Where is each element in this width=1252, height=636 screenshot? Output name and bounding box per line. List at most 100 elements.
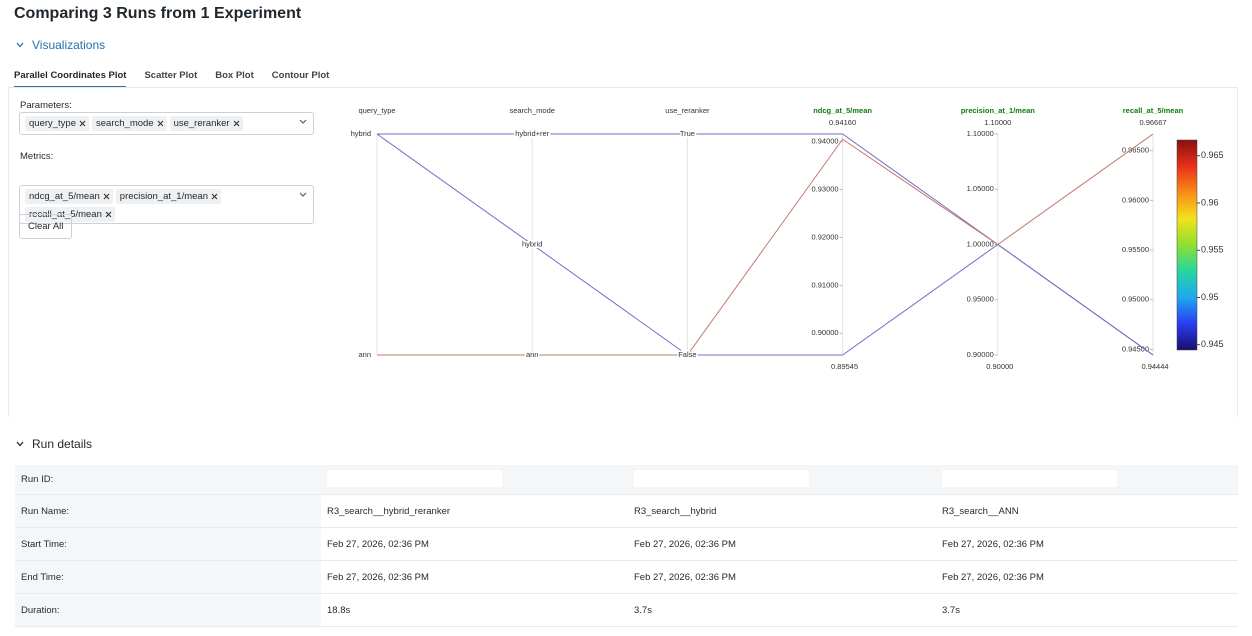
axis-range-min: 0.94444	[1141, 362, 1168, 371]
axis-title: ndcg_at_5/mean	[813, 106, 872, 115]
dropdown-caret	[299, 192, 307, 197]
cell: Feb 27, 2026, 02:36 PM	[936, 560, 1238, 594]
cell: 3.7s	[628, 593, 936, 627]
caret-stroke	[299, 119, 307, 124]
run-line	[376, 133, 1154, 356]
axis-tick-label: 0.94000	[811, 137, 838, 146]
visualization-panel	[8, 87, 1238, 417]
axis-tick-label: 0.92000	[811, 232, 838, 241]
selected-chip: query_type	[25, 116, 90, 131]
tab[interactable]: Box Plot	[215, 70, 254, 81]
axis-tick-label: 0.96500	[1122, 146, 1149, 155]
row-label: Start Time:	[15, 527, 321, 561]
cell	[628, 465, 936, 495]
caret-stroke	[299, 192, 307, 197]
clear-all-button[interactable]: Clear All	[19, 214, 73, 239]
axis-title: precision_at_1/mean	[961, 106, 1036, 115]
cell: Feb 27, 2026, 02:36 PM	[321, 527, 628, 561]
run-details-toggle[interactable]: Run details	[16, 437, 92, 451]
cell: R3_search__hybrid	[628, 494, 936, 528]
category-label: hybrid+rer	[515, 129, 549, 138]
remove-icon[interactable]	[157, 120, 164, 127]
cell: 18.8s	[321, 593, 628, 627]
axis-tick-label: 0.95000	[967, 295, 994, 304]
category-label: False	[678, 350, 696, 359]
axis-title: use_reranker	[665, 106, 710, 115]
colorbar	[1176, 139, 1198, 351]
axis-title: recall_at_5/mean	[1123, 106, 1184, 115]
tab[interactable]: Contour Plot	[271, 70, 330, 81]
axis-tick-label: 0.94500	[1122, 344, 1149, 353]
category-label: True	[680, 129, 695, 138]
axis-tick-label: 1.05000	[967, 184, 994, 193]
cell: Feb 27, 2026, 02:36 PM	[936, 527, 1238, 561]
chevron-icon	[16, 42, 24, 48]
axis-tick-label: 1.10000	[967, 129, 994, 138]
axis-tick-label: 0.95000	[1122, 295, 1149, 304]
chip-label: search_mode	[96, 118, 154, 129]
cell	[936, 465, 1238, 495]
axis-tick-label: 0.95500	[1122, 245, 1149, 254]
category-label: hybrid	[351, 129, 371, 138]
row-label: Run ID:	[15, 465, 321, 495]
chip-label: ndcg_at_5/mean	[29, 191, 100, 202]
cell: Feb 27, 2026, 02:36 PM	[321, 560, 628, 594]
remove-icon-stroke	[233, 120, 239, 127]
selected-chip: use_reranker	[169, 116, 243, 131]
chip-label: use_reranker	[173, 118, 230, 129]
section-title: Visualizations	[32, 38, 106, 52]
table-row: Duration: 18.8s 3.7s 3.7s	[15, 593, 1238, 627]
chip-label: query_type	[29, 118, 77, 129]
colorbar-tick-label: 0.96	[1201, 197, 1219, 207]
parallel-coordinates-plot: query_type search_mode use_reranker ndcg_at…	[349, 106, 1224, 371]
selected-chip: ndcg_at_5/mean	[25, 189, 113, 204]
remove-icon[interactable]	[79, 120, 86, 127]
axis-range-min: 0.90000	[986, 362, 1013, 371]
remove-icon-stroke	[79, 120, 86, 127]
parameters-select[interactable]: query_type search_mode use_reranker	[19, 112, 314, 135]
axis-tick-label: 0.90000	[811, 328, 838, 337]
axis-tick-label: 0.90000	[967, 350, 994, 359]
remove-icon-stroke	[211, 193, 218, 200]
remove-icon[interactable]	[103, 193, 110, 200]
remove-icon-stroke	[157, 120, 163, 127]
dropdown-caret	[299, 119, 307, 124]
tab[interactable]: Parallel Coordinates Plot	[14, 70, 127, 88]
tab[interactable]: Scatter Plot	[144, 70, 198, 81]
colorbar-tick-label: 0.945	[1201, 339, 1224, 349]
run-line	[377, 133, 1154, 356]
colorbar-tick-label: 0.95	[1201, 292, 1219, 302]
table-row: Run Name: R3_search__hybrid_reranker R3_se…	[15, 494, 1238, 528]
axis-range-max: 1.10000	[984, 118, 1011, 127]
colorbar-tick-label: 0.955	[1201, 245, 1224, 255]
section-title: Run details	[32, 437, 93, 451]
cell: R3_search__hybrid_reranker	[321, 494, 628, 528]
axis-tick-label: 0.93000	[811, 185, 838, 194]
category-label: hybrid	[522, 239, 542, 248]
redacted-id	[942, 469, 1117, 487]
row-label: End Time:	[15, 560, 321, 594]
cell: 3.7s	[936, 593, 1238, 627]
tab-bar: Parallel Coordinates Plot Scatter Plot Box…	[14, 70, 329, 88]
remove-icon-stroke	[103, 193, 110, 200]
axis-range-max: 0.94160	[829, 118, 856, 127]
cell	[321, 465, 628, 495]
axis-tick-label: 1.00000	[967, 239, 994, 248]
redacted-id	[327, 469, 502, 487]
remove-icon[interactable]	[233, 120, 240, 127]
visualizations-toggle[interactable]: Visualizations	[16, 38, 105, 52]
axis-range-max: 0.96667	[1139, 118, 1166, 127]
row-label: Run Name:	[15, 494, 321, 528]
remove-icon[interactable]	[105, 211, 112, 218]
selected-chip: precision_at_1/mean	[115, 189, 221, 204]
axis-tick-label: 0.91000	[811, 280, 838, 289]
run-details-table: Run ID: Run Name: R3_search__hybrid_rerank…	[15, 465, 1238, 627]
axis-range-min: 0.89545	[831, 362, 858, 371]
remove-icon[interactable]	[211, 193, 218, 200]
axis-tick-label: 0.96000	[1122, 195, 1149, 204]
cell: Feb 27, 2026, 02:36 PM	[628, 560, 936, 594]
page-title: Comparing 3 Runs from 1 Experiment	[14, 5, 302, 22]
remove-icon-stroke	[105, 211, 112, 218]
